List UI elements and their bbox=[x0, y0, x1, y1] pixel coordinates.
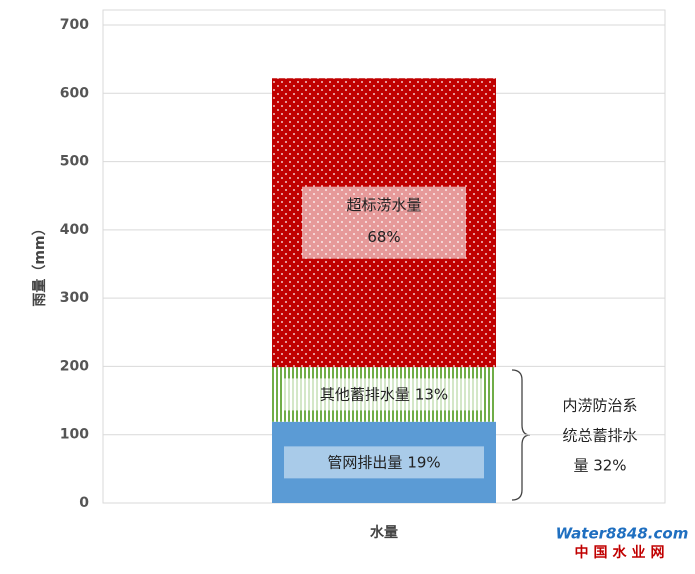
data-label-name: 其他蓄排水量 bbox=[320, 385, 410, 403]
y-tick-label: 600 bbox=[60, 85, 89, 101]
watermark: 中国水业网 bbox=[575, 544, 670, 561]
data-label: 其他蓄排水量 13% bbox=[320, 385, 448, 403]
data-label: 超标涝水量 bbox=[346, 196, 421, 214]
annotation: 统总蓄排水 bbox=[562, 427, 637, 445]
label-box bbox=[302, 186, 466, 259]
watermark: Water8848.com bbox=[556, 525, 689, 543]
y-tick-label: 700 bbox=[60, 17, 89, 33]
y-tick-label: 0 bbox=[79, 495, 89, 511]
y-tick-label: 500 bbox=[60, 154, 89, 170]
annotation: 量 32% bbox=[573, 457, 626, 475]
data-label: 管网排出量 19% bbox=[327, 453, 440, 471]
x-tick-label: 水量 bbox=[370, 524, 398, 541]
label-box bbox=[284, 446, 484, 479]
annotation: 内涝防治系 bbox=[562, 397, 637, 415]
data-label: 68% bbox=[367, 228, 400, 246]
data-label-share: 19% bbox=[407, 453, 440, 471]
label-box bbox=[284, 378, 484, 411]
data-label-name: 管网排出量 bbox=[327, 453, 402, 471]
y-tick-label: 200 bbox=[60, 358, 89, 374]
y-axis-title: 雨量（mm） bbox=[32, 221, 48, 306]
y-tick-label: 100 bbox=[60, 427, 89, 443]
data-label-share: 13% bbox=[415, 385, 448, 403]
y-tick-label: 400 bbox=[60, 222, 89, 238]
y-tick-label: 300 bbox=[60, 290, 89, 306]
